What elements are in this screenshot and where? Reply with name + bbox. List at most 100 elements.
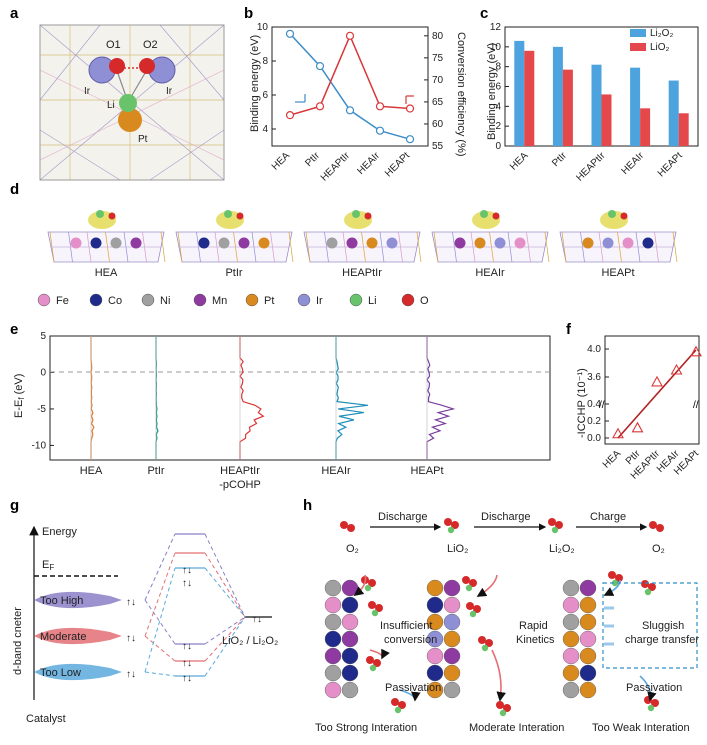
d-legend-label: Ni <box>160 295 170 307</box>
h-step-label-3: Charge <box>590 511 626 523</box>
h-mol-li <box>644 588 652 596</box>
h-mol-li <box>364 584 372 592</box>
g-link <box>204 616 246 662</box>
b-point <box>375 126 385 135</box>
h-mol-li <box>551 526 559 534</box>
h-species-2: LiO₂ <box>447 543 468 555</box>
g-antibonding-spin: ↑↓ <box>182 578 192 589</box>
d-atom-o <box>620 212 628 220</box>
panel-b-chart: Binding energy (eV) Conversion efficienc… <box>249 22 467 184</box>
c-bar <box>601 94 612 146</box>
h-mol-o <box>466 602 474 610</box>
h-annot-sluggish-2: charge transfer <box>625 634 699 646</box>
panel-h-diagram: Discharge Discharge Charge O₂ LiO₂ Li₂O₂… <box>315 511 699 734</box>
e-xtick-label: HEAIr <box>321 465 351 477</box>
f-ytick-label: 0.4 <box>587 399 601 410</box>
h-surface-atom <box>562 681 580 699</box>
d-atom <box>90 237 102 249</box>
e-trace <box>335 336 369 460</box>
h-mol-li <box>647 704 655 712</box>
b-xtick-label: HEAPtIr <box>319 150 353 184</box>
e-ytick-label: -5 <box>37 404 46 415</box>
h-surface-atom <box>562 596 580 614</box>
h-mol-o <box>451 521 459 529</box>
e-trace <box>90 336 95 460</box>
d-atom <box>238 237 250 249</box>
d-atom-o <box>492 212 500 220</box>
b-point <box>315 102 325 111</box>
e-xtick-label: HEA <box>80 465 103 477</box>
g-link <box>204 616 246 677</box>
h-surface-atom <box>426 579 444 597</box>
b-y2tick-label: 80 <box>432 31 444 42</box>
d-legend-swatch-ir <box>297 293 311 307</box>
g-adsorbate-spin: ↑↓ <box>252 614 262 625</box>
h-annot-insufficient-1: Insufficient <box>380 620 432 632</box>
g-link <box>144 533 176 601</box>
d-legend-label: Li <box>368 295 377 307</box>
g-link <box>204 616 246 645</box>
f-point <box>612 427 624 439</box>
e-xtick-label: HEAPtIr <box>220 465 260 477</box>
h-annot-passivation-1: Passivation <box>385 682 441 694</box>
g-spin-pair: ↑↓ <box>126 669 136 680</box>
f-point <box>631 421 644 433</box>
c-xtick-label: PtIr <box>550 150 569 169</box>
b-ytick-label: 8 <box>262 56 268 67</box>
panel-label-h: h <box>303 497 312 514</box>
b-y2tick-label: 70 <box>432 75 444 86</box>
d-atom <box>474 237 486 249</box>
h-surface-atom <box>426 613 444 631</box>
g-catalyst-label: Catalyst <box>26 713 66 725</box>
label-ir-right: Ir <box>166 86 173 97</box>
f-ylabel: -ICCHP (10⁻¹) <box>576 368 588 438</box>
h-caption-weak: Too Weak Interation <box>592 722 690 734</box>
g-bonding-spin: ↑↓ <box>182 641 192 652</box>
h-mol-li <box>611 579 619 587</box>
h-surface-atom <box>579 647 597 665</box>
d-structure-label: PtIr <box>225 267 242 279</box>
d-atom-o <box>364 212 372 220</box>
h-surface-atom <box>443 681 461 699</box>
h-surface-atom <box>426 596 444 614</box>
panel-e-chart: E-Ef (eV) 50-5-10 HEA PtIr HEAPtIr-pCOHPHE… <box>13 331 551 491</box>
g-link <box>144 599 176 645</box>
h-mol-o <box>373 659 381 667</box>
label-o1: O1 <box>106 39 121 51</box>
h-mol-li <box>481 644 489 652</box>
b-xtick-label: HEA <box>270 150 293 173</box>
b-y2tick-label: 60 <box>432 119 444 130</box>
atom-li <box>119 94 137 112</box>
d-atom-o <box>108 212 116 220</box>
h-dashed-box <box>602 582 698 669</box>
d-legend-swatch-pt <box>245 293 259 307</box>
h-flow-arrow <box>476 574 498 597</box>
c-xtick-label: HEA <box>508 150 531 173</box>
g-ef-label: EF <box>42 559 54 572</box>
f-ytick-label: 0.0 <box>587 433 601 444</box>
h-species-4: O₂ <box>652 543 665 555</box>
b-point <box>405 135 415 144</box>
h-mol-li <box>394 706 402 714</box>
h-mol-o <box>368 579 376 587</box>
c-legend-swatch <box>630 29 646 37</box>
h-surface-atom <box>579 664 597 682</box>
b-point <box>405 104 415 113</box>
b-point <box>315 61 325 71</box>
g-level-moderate: Moderate <box>40 631 86 643</box>
h-mol-li <box>371 609 379 617</box>
b-y2tick-label: 75 <box>432 53 444 64</box>
b-point <box>375 102 385 111</box>
d-lattice-line <box>544 231 550 263</box>
h-mol-o <box>462 576 470 584</box>
h-surface-atom <box>426 647 444 665</box>
d-atom <box>514 237 526 249</box>
h-mol-o <box>398 701 406 709</box>
b-series-line <box>289 33 411 140</box>
d-structure-label: HEA <box>95 267 118 279</box>
h-surface-atom <box>426 664 444 682</box>
h-annot-passivation-2: Passivation <box>626 682 682 694</box>
panel-label-a: a <box>10 5 19 22</box>
d-atom <box>366 237 378 249</box>
